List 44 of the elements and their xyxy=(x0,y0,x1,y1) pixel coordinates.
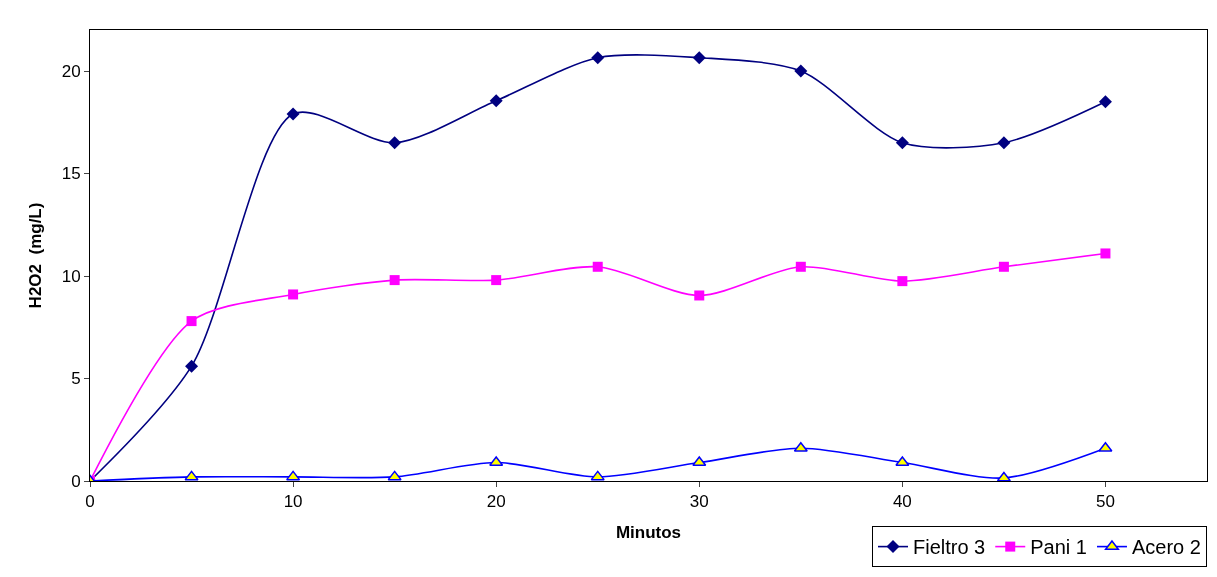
point xyxy=(489,94,503,108)
x-tick-label: 40 xyxy=(892,492,912,512)
point xyxy=(184,470,199,481)
point xyxy=(692,51,706,65)
point xyxy=(186,316,197,327)
point xyxy=(592,261,603,272)
point xyxy=(1098,95,1112,109)
point xyxy=(286,107,300,121)
point xyxy=(288,289,299,300)
point xyxy=(1098,441,1113,452)
point xyxy=(997,136,1011,150)
y-tick-label: 20 xyxy=(61,61,81,81)
legend-label: Acero 2 xyxy=(1131,536,1201,559)
point xyxy=(998,261,1009,272)
x-axis-title: Minutos xyxy=(615,522,682,542)
y-tick-label: 5 xyxy=(71,369,81,389)
point xyxy=(185,359,199,373)
point xyxy=(489,456,504,467)
y-tick-label: 0 xyxy=(71,471,81,491)
point xyxy=(591,51,605,65)
legend-label: Pani 1 xyxy=(1030,536,1087,559)
point xyxy=(692,456,707,467)
point xyxy=(895,456,910,467)
x-tick-label: 10 xyxy=(283,492,303,512)
point xyxy=(388,136,402,150)
point xyxy=(895,136,909,150)
point xyxy=(793,441,808,452)
point xyxy=(1100,248,1111,259)
point xyxy=(794,64,808,78)
point xyxy=(387,470,402,481)
y-tick-label: 10 xyxy=(61,266,81,286)
x-tick-label: 20 xyxy=(486,492,506,512)
point xyxy=(795,261,806,272)
x-tick-label: 0 xyxy=(85,492,95,512)
x-tick-label: 50 xyxy=(1095,492,1115,512)
x-tick-label: 30 xyxy=(689,492,709,512)
point xyxy=(694,290,705,301)
point xyxy=(389,275,400,286)
y-tick-label: 15 xyxy=(61,164,81,184)
y-axis-title: H2O2 (mg/L) xyxy=(26,202,46,309)
legend-label: Fieltro 3 xyxy=(913,536,986,559)
point xyxy=(590,470,605,481)
point xyxy=(491,275,502,286)
point xyxy=(897,276,908,287)
